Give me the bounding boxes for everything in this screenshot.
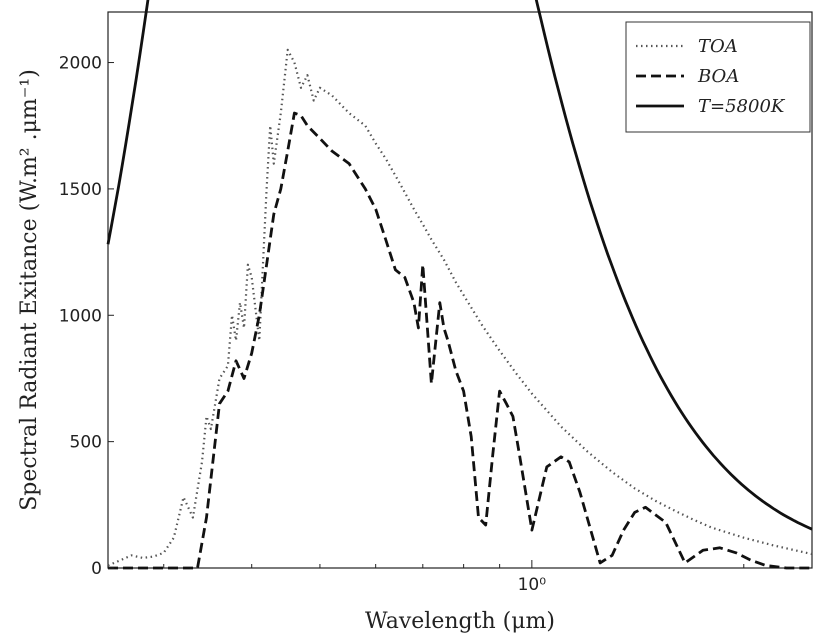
x-axis-label: Wavelength (μm) [365, 609, 555, 634]
legend-boa-label: BOA [697, 66, 739, 87]
series-line-t-5800k [106, 0, 813, 531]
y-tick-label: 2000 [59, 54, 102, 74]
y-axis-label: Spectral Radiant Exitance (W.m² .μm⁻¹) [17, 69, 42, 511]
y-tick-label: 1000 [59, 306, 102, 326]
legend: TOA BOA T=5800K [625, 21, 811, 133]
legend-toa-label: TOA [698, 36, 738, 57]
x-tick-label: 10⁰ [518, 575, 547, 595]
series-line-boa [108, 111, 812, 570]
y-tick-label: 1500 [59, 180, 102, 200]
y-tick-label: 500 [70, 433, 102, 453]
series-line-toa [107, 48, 813, 567]
y-tick-label: 0 [91, 559, 102, 579]
axis-ticks: 0 500 1000 1500 2000 10⁰ [59, 54, 745, 595]
series-group [106, 0, 813, 570]
legend-planck-label: T=5800K [698, 96, 786, 117]
